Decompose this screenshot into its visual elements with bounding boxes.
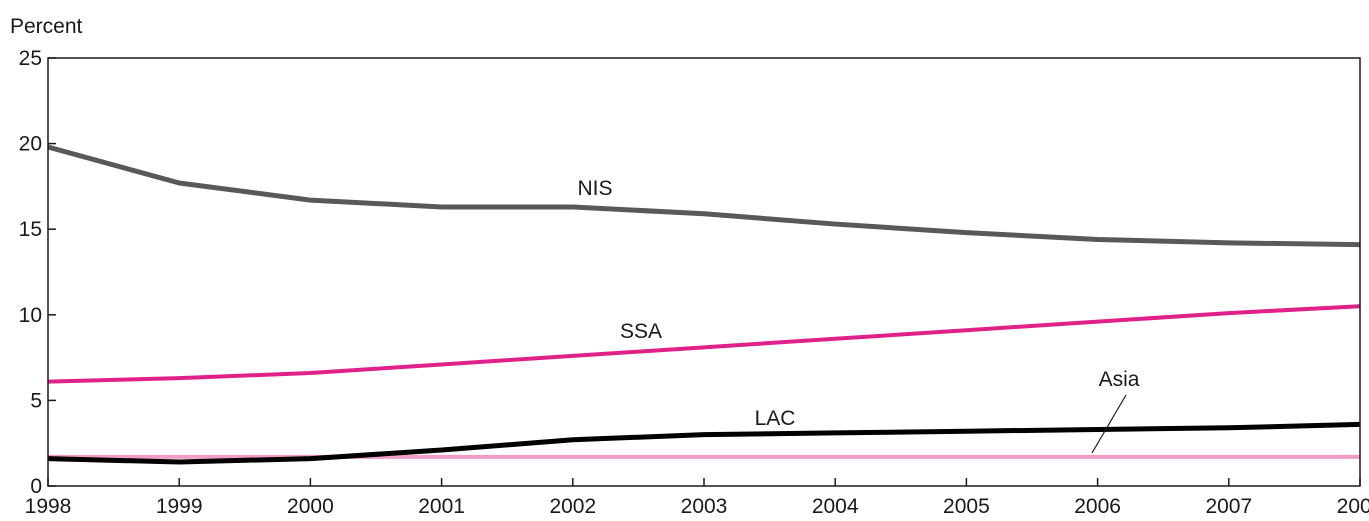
x-tick-label: 2000 <box>287 495 334 518</box>
x-tick-label: 2008 <box>1337 495 1369 518</box>
y-axis-title: Percent <box>10 15 83 38</box>
y-tick-label: 25 <box>19 47 42 70</box>
y-tick-label: 15 <box>19 218 42 241</box>
plot-frame <box>47 57 1361 487</box>
x-tick-label: 2007 <box>1205 495 1252 518</box>
asia-label-leader <box>1091 394 1127 454</box>
x-tick-label: 2001 <box>418 495 465 518</box>
x-tick-label: 2004 <box>812 495 859 518</box>
y-axis-ticks: 0 5 10 15 20 25 <box>19 47 56 498</box>
series-line-ssa <box>47 304 1361 384</box>
x-tick-label: 2005 <box>943 495 990 518</box>
y-tick-label: 10 <box>19 304 42 327</box>
x-tick-label: 2002 <box>549 495 596 518</box>
y-tick-label: 20 <box>19 133 42 156</box>
series-label-nis: NIS <box>577 177 612 200</box>
x-tick-label: 1999 <box>156 495 203 518</box>
series-label-ssa: SSA <box>620 320 662 343</box>
series-line-lac <box>47 421 1361 465</box>
series-lines <box>47 144 1361 465</box>
x-tick-label: 2006 <box>1074 495 1121 518</box>
series-labels: NIS SSA Asia LAC <box>577 177 1140 454</box>
series-label-asia: Asia <box>1099 368 1140 391</box>
y-tick-label: 5 <box>30 389 42 412</box>
y-tick-label: 0 <box>30 475 42 498</box>
x-tick-label: 2003 <box>681 495 728 518</box>
series-line-nis <box>47 144 1361 248</box>
series-label-lac: LAC <box>755 407 796 430</box>
x-tick-label: 1998 <box>25 495 72 518</box>
x-axis-ticks: 1998 1999 2000 2001 2002 2003 2004 2005 2006 2007… <box>25 478 1369 518</box>
